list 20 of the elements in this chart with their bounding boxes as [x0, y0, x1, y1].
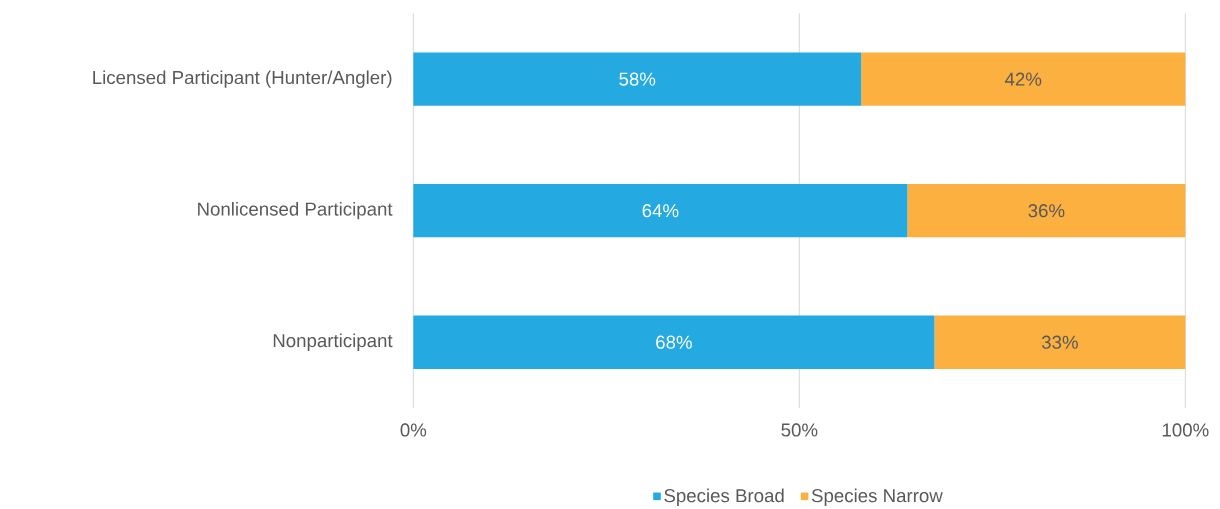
y-tick-label: Licensed Participant (Hunter/Angler) — [93, 70, 392, 88]
data-label: 58% — [619, 72, 656, 86]
legend-label: Species Narrow — [811, 488, 943, 506]
y-tick-label: Nonlicensed Participant — [198, 201, 393, 220]
bar — [907, 183, 1186, 238]
data-label: 36% — [1028, 203, 1065, 218]
x-tick-label: 100% — [1162, 423, 1209, 437]
data-label: 42% — [1004, 72, 1042, 86]
bar — [861, 52, 1186, 106]
legend-label: Species Broad — [664, 488, 784, 506]
bar — [413, 52, 862, 106]
bar — [413, 183, 908, 238]
x-tick-label: 0% — [400, 423, 427, 437]
data-label: 33% — [1041, 335, 1078, 349]
data-label: 68% — [656, 335, 692, 349]
bar — [413, 315, 935, 369]
x-tick-label: 50% — [781, 423, 818, 437]
data-label: 64% — [642, 203, 679, 218]
y-tick-label: Nonparticipant — [273, 333, 393, 351]
bar — [934, 315, 1186, 369]
